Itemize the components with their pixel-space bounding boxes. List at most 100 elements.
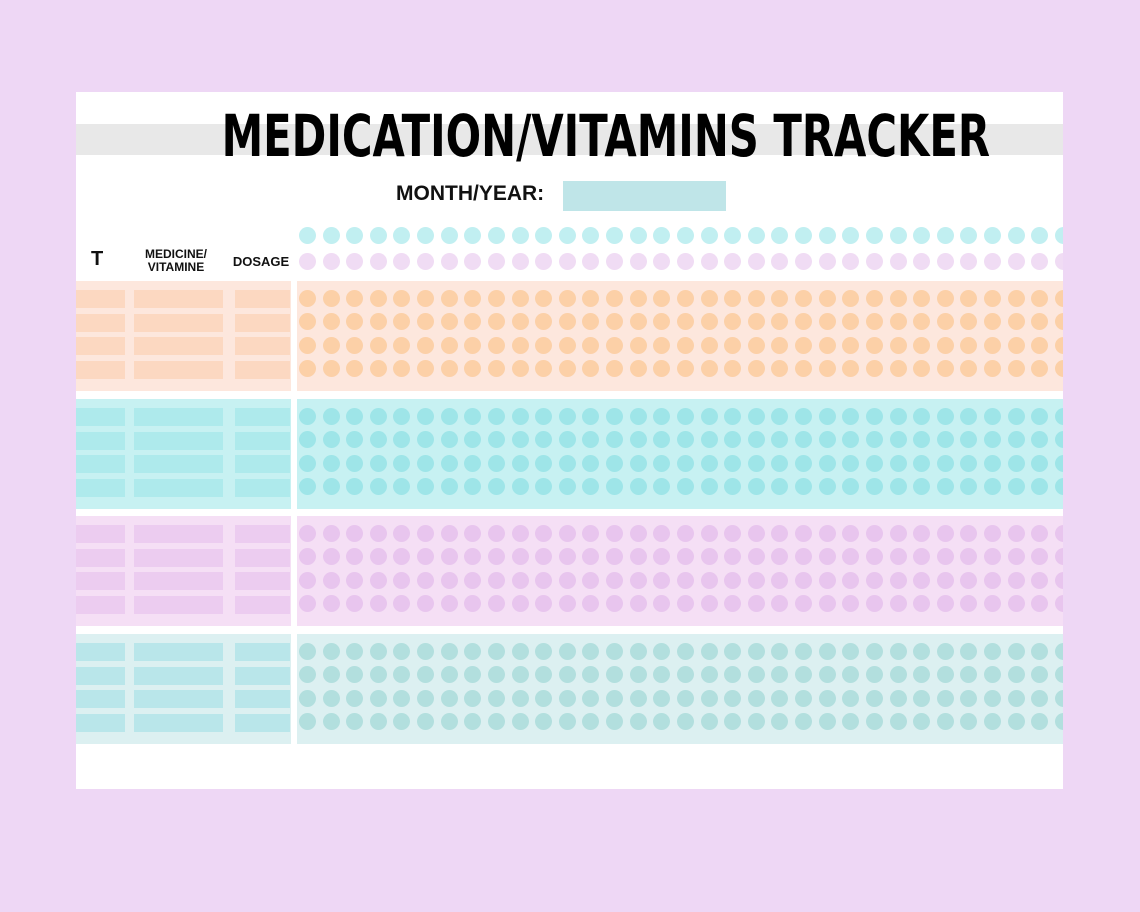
day-dot[interactable] <box>582 713 600 730</box>
day-dot[interactable] <box>487 454 505 472</box>
dosage-cell[interactable] <box>235 643 290 661</box>
day-dot[interactable] <box>676 313 694 330</box>
day-dot[interactable] <box>960 713 978 730</box>
day-dot[interactable] <box>795 478 813 495</box>
medicine-cell[interactable] <box>134 713 223 732</box>
day-dot[interactable] <box>960 689 978 707</box>
day-dot[interactable] <box>369 360 387 377</box>
medicine-cell[interactable] <box>134 572 223 590</box>
day-dot[interactable] <box>369 407 387 425</box>
day-dot[interactable] <box>771 454 789 472</box>
day-header-dot[interactable] <box>913 227 931 244</box>
day-dot[interactable] <box>369 666 387 683</box>
day-dot[interactable] <box>417 571 435 589</box>
day-dot[interactable] <box>558 360 576 377</box>
day-dot[interactable] <box>889 336 907 354</box>
day-dot[interactable] <box>369 713 387 730</box>
day-dot[interactable] <box>818 478 836 495</box>
day-dot[interactable] <box>653 360 671 377</box>
day-dot[interactable] <box>1007 407 1025 425</box>
day-dot[interactable] <box>299 336 316 354</box>
day-dot[interactable] <box>629 478 647 495</box>
dosage-cell[interactable] <box>235 290 290 308</box>
day-dot[interactable] <box>1031 407 1049 425</box>
day-dot[interactable] <box>676 666 694 683</box>
day-dot[interactable] <box>795 407 813 425</box>
day-dot[interactable] <box>771 431 789 448</box>
day-dot[interactable] <box>464 360 482 377</box>
day-dot[interactable] <box>700 666 718 683</box>
day-dot[interactable] <box>1007 713 1025 730</box>
day-dot[interactable] <box>936 689 954 707</box>
day-dot[interactable] <box>818 713 836 730</box>
day-dot[interactable] <box>346 289 364 307</box>
day-dot[interactable] <box>1031 524 1049 542</box>
day-dot[interactable] <box>1007 336 1025 354</box>
day-header-dot[interactable] <box>913 253 931 270</box>
day-dot[interactable] <box>889 407 907 425</box>
day-dot[interactable] <box>393 713 411 730</box>
day-dot[interactable] <box>700 713 718 730</box>
day-dot[interactable] <box>487 548 505 565</box>
time-cell[interactable] <box>76 290 125 308</box>
day-dot[interactable] <box>653 571 671 589</box>
day-dot[interactable] <box>960 666 978 683</box>
day-dot[interactable] <box>535 360 553 377</box>
day-dot[interactable] <box>417 313 435 330</box>
day-dot[interactable] <box>582 336 600 354</box>
day-dot[interactable] <box>795 666 813 683</box>
day-dot[interactable] <box>889 360 907 377</box>
time-cell[interactable] <box>76 337 125 355</box>
day-header-dot[interactable] <box>747 227 765 244</box>
day-dot[interactable] <box>464 313 482 330</box>
day-dot[interactable] <box>818 666 836 683</box>
day-dot[interactable] <box>1054 360 1063 377</box>
day-dot[interactable] <box>1007 689 1025 707</box>
day-dot[interactable] <box>771 289 789 307</box>
day-dot[interactable] <box>1007 571 1025 589</box>
day-dot[interactable] <box>606 524 624 542</box>
day-dot[interactable] <box>936 360 954 377</box>
day-dot[interactable] <box>629 666 647 683</box>
day-dot[interactable] <box>417 548 435 565</box>
day-dot[interactable] <box>1031 478 1049 495</box>
day-header-dot[interactable] <box>346 253 364 270</box>
medicine-cell[interactable] <box>134 548 223 567</box>
day-dot[interactable] <box>322 360 340 377</box>
day-dot[interactable] <box>1054 454 1063 472</box>
day-dot[interactable] <box>842 548 860 565</box>
day-dot[interactable] <box>913 360 931 377</box>
day-dot[interactable] <box>464 407 482 425</box>
day-dot[interactable] <box>724 478 742 495</box>
day-dot[interactable] <box>322 548 340 565</box>
day-dot[interactable] <box>771 313 789 330</box>
day-header-dot[interactable] <box>700 253 718 270</box>
day-dot[interactable] <box>700 431 718 448</box>
day-dot[interactable] <box>558 313 576 330</box>
day-dot[interactable] <box>369 524 387 542</box>
day-dot[interactable] <box>511 360 529 377</box>
day-dot[interactable] <box>795 431 813 448</box>
day-dot[interactable] <box>606 289 624 307</box>
day-dot[interactable] <box>865 360 883 377</box>
day-header-dot[interactable] <box>795 227 813 244</box>
day-dot[interactable] <box>983 454 1001 472</box>
day-dot[interactable] <box>653 548 671 565</box>
day-dot[interactable] <box>417 595 435 612</box>
day-dot[interactable] <box>369 478 387 495</box>
day-dot[interactable] <box>511 571 529 589</box>
day-dot[interactable] <box>913 548 931 565</box>
day-dot[interactable] <box>417 524 435 542</box>
day-dot[interactable] <box>464 713 482 730</box>
day-dot[interactable] <box>936 478 954 495</box>
dosage-cell[interactable] <box>235 548 290 567</box>
time-cell[interactable] <box>76 643 125 661</box>
day-dot[interactable] <box>842 431 860 448</box>
day-dot[interactable] <box>913 595 931 612</box>
time-cell[interactable] <box>76 595 125 614</box>
day-dot[interactable] <box>417 289 435 307</box>
day-dot[interactable] <box>322 666 340 683</box>
day-dot[interactable] <box>393 313 411 330</box>
day-dot[interactable] <box>842 289 860 307</box>
day-dot[interactable] <box>440 454 458 472</box>
